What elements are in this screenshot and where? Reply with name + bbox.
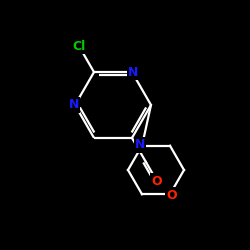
Text: N: N	[128, 66, 138, 78]
Text: Cl: Cl	[72, 40, 86, 52]
Text: O: O	[152, 175, 162, 188]
Text: O: O	[167, 189, 177, 202]
Text: N: N	[69, 98, 79, 112]
Text: N: N	[135, 138, 145, 151]
